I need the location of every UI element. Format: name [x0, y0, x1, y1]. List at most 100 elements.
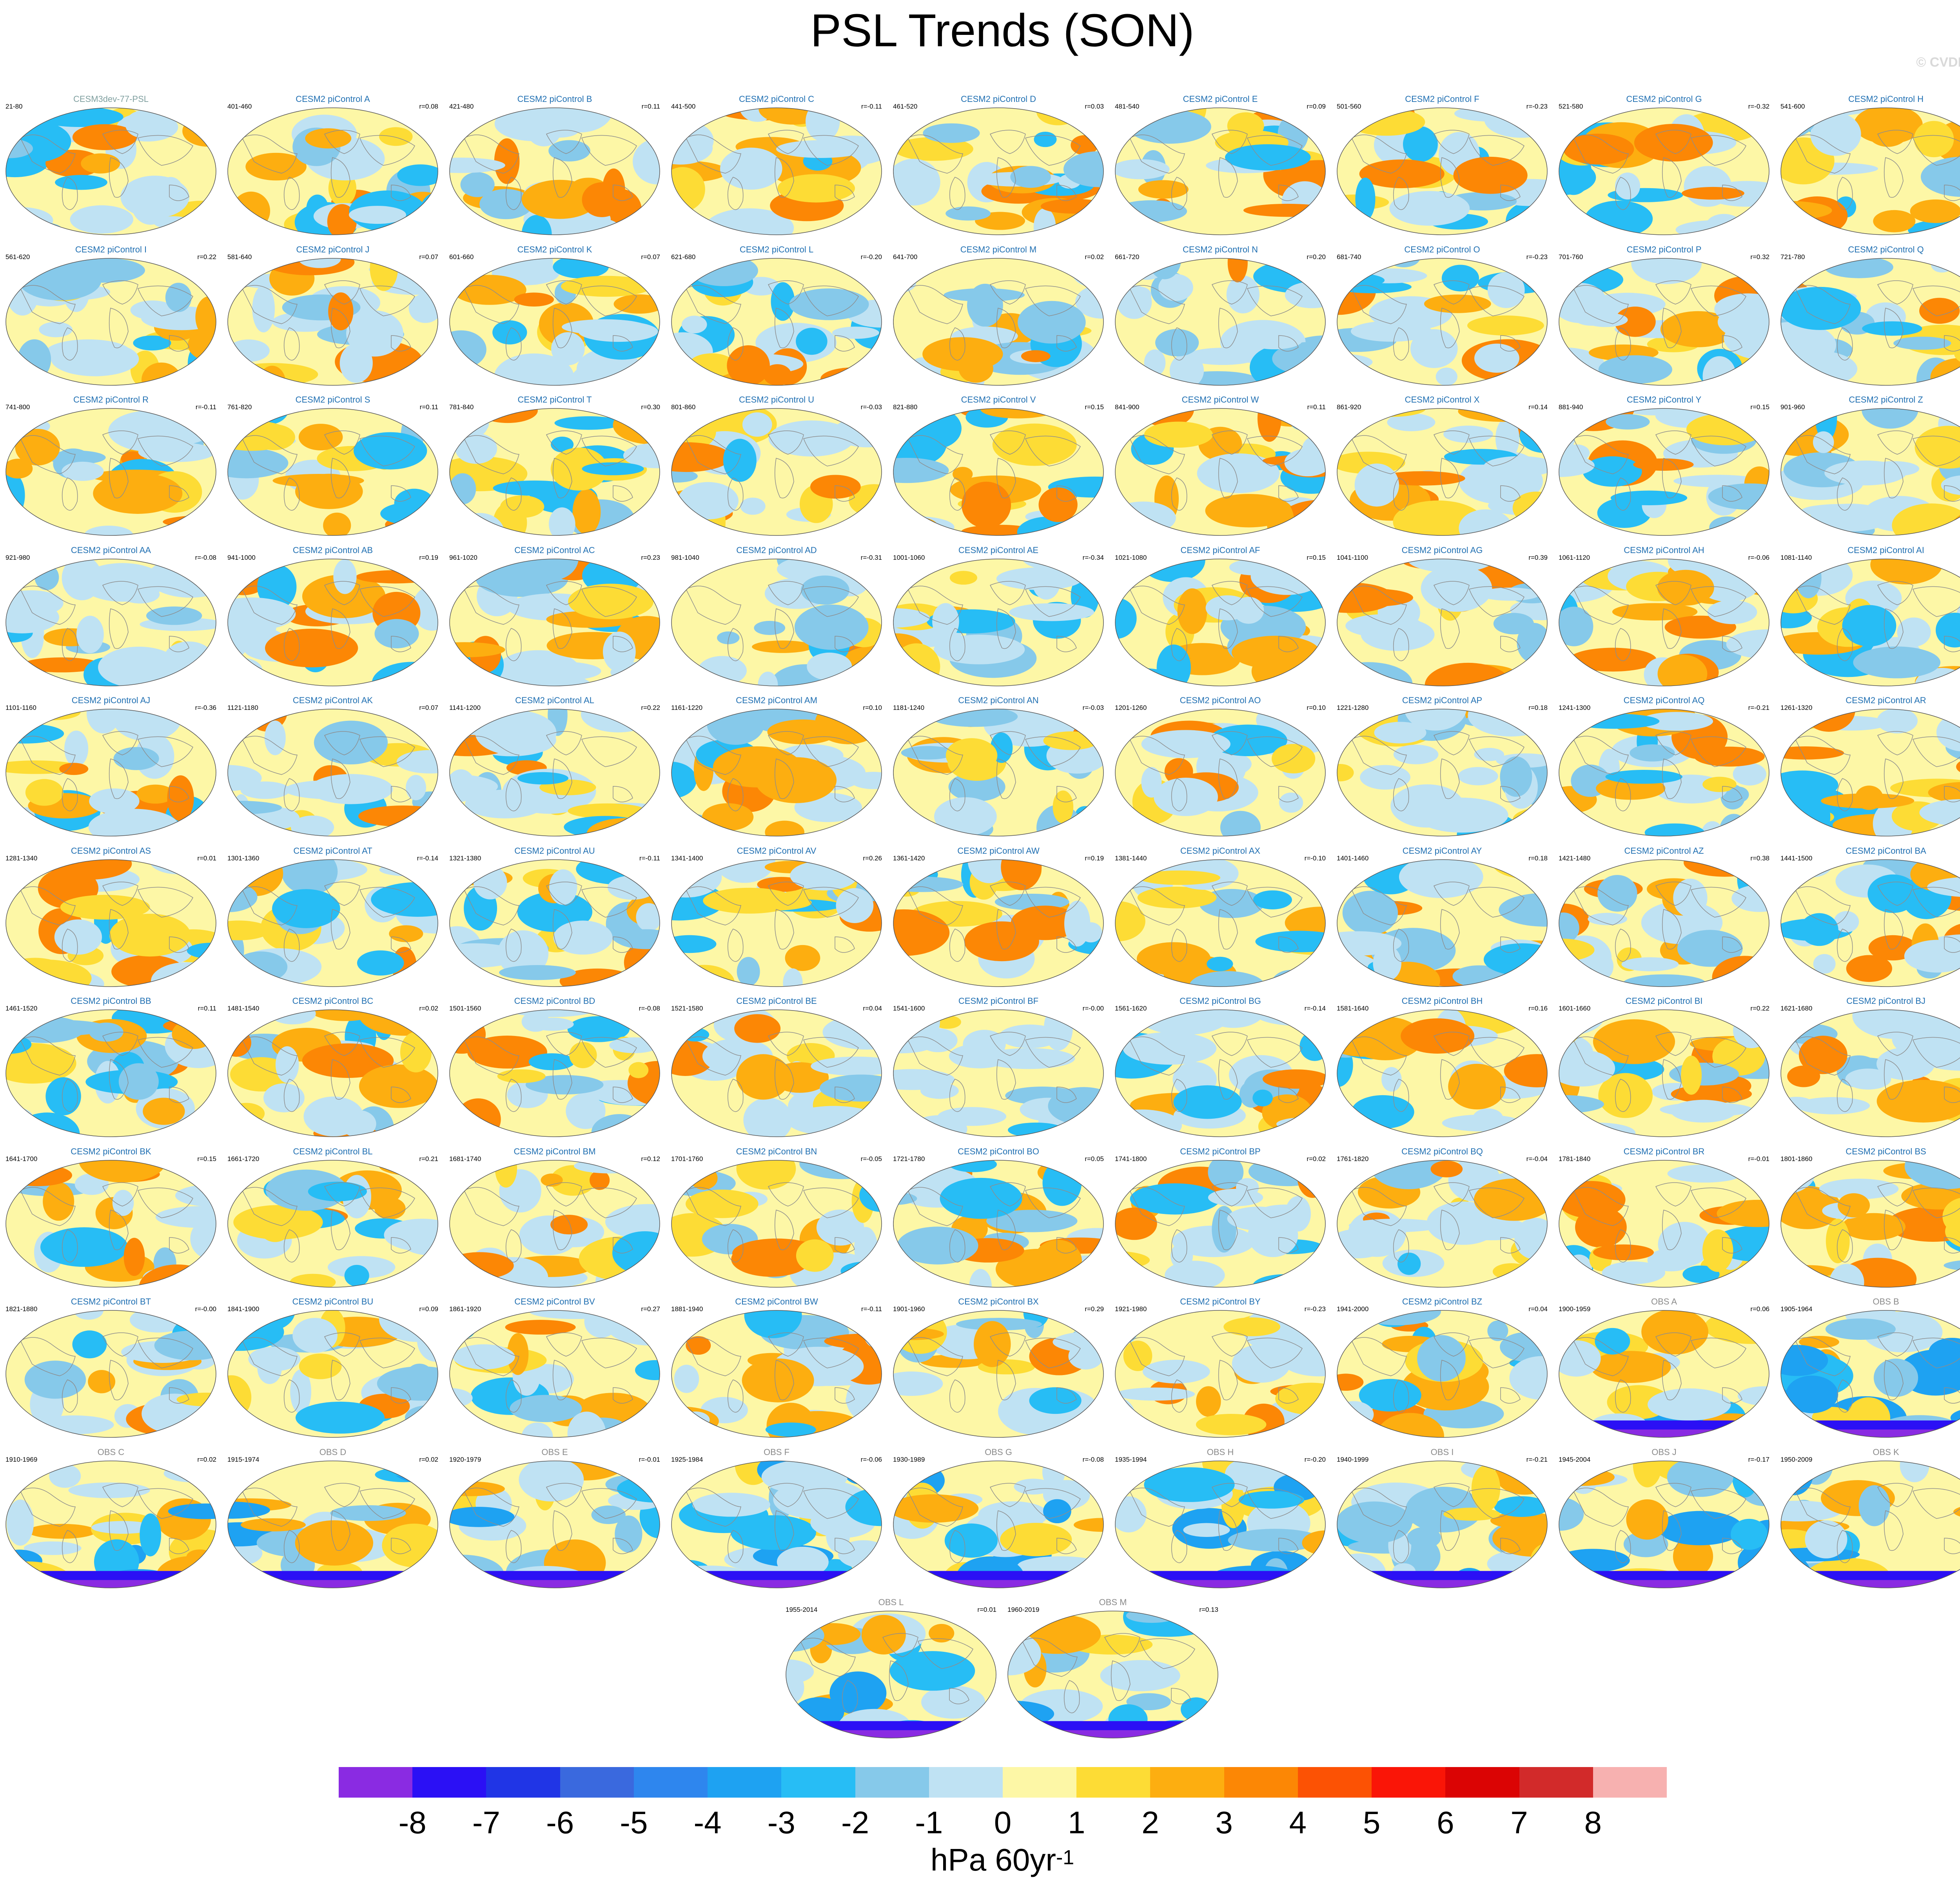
panel-title: CESM2 piControl AC — [514, 545, 595, 555]
panel-years: 621-680 — [671, 253, 696, 261]
trend-map — [1007, 1611, 1218, 1738]
panel-years: 1861-1920 — [449, 1305, 481, 1313]
panel-years: 521-580 — [1559, 103, 1583, 110]
trend-map — [1559, 1159, 1769, 1288]
panel-correlation: r=0.10 — [863, 704, 882, 711]
trend-map — [671, 107, 882, 235]
panel-correlation: r=0.01 — [197, 854, 216, 862]
panel-years: 1940-1999 — [1337, 1455, 1369, 1463]
panel-correlation: r=-0.11 — [861, 1305, 882, 1313]
panel-correlation: r=-0.23 — [1526, 253, 1548, 261]
trend-map — [1780, 1009, 1960, 1137]
panel-years: 721-780 — [1780, 253, 1805, 261]
panel-title: CESM2 piControl BC — [292, 996, 374, 1006]
map-panel: 1861-1920 CESM2 piControl BV r=0.27 — [444, 1291, 666, 1442]
trend-map — [5, 1009, 216, 1137]
map-panel: 481-540 CESM2 piControl E r=0.09 — [1109, 89, 1331, 239]
trend-map — [227, 859, 438, 987]
panel-years: 1910-1969 — [5, 1455, 38, 1463]
trend-map — [1780, 1159, 1960, 1288]
map-panel: 1221-1280 CESM2 piControl AP r=0.18 — [1331, 690, 1553, 841]
panel-years: 1905-1964 — [1780, 1305, 1813, 1313]
map-panel: 561-620 CESM2 piControl I r=0.22 — [0, 239, 222, 390]
trend-map — [1780, 709, 1960, 836]
panel-title: CESM2 piControl AJ — [71, 695, 151, 705]
trend-map — [1559, 258, 1769, 386]
panel-years: 1741-1800 — [1115, 1155, 1147, 1163]
panel-years: 981-1040 — [671, 553, 699, 561]
panel-years: 761-820 — [227, 403, 252, 411]
panel-title: CESM2 piControl AW — [957, 845, 1040, 856]
panel-title: CESM2 piControl AU — [514, 845, 595, 856]
panel-correlation: r=-0.23 — [1304, 1305, 1326, 1313]
panel-title: CESM2 piControl BR — [1623, 1146, 1705, 1156]
colorbar-swatch — [1224, 1767, 1298, 1798]
panel-years: 1001-1060 — [893, 553, 925, 561]
map-panel: 841-900 CESM2 piControl W r=0.11 — [1109, 389, 1331, 540]
trend-map — [671, 1460, 882, 1588]
panel-years: 1101-1160 — [5, 704, 36, 711]
panel-title: CESM2 piControl AH — [1624, 545, 1704, 555]
panel-title: CESM2 piControl AO — [1180, 695, 1261, 705]
trend-map — [893, 1310, 1104, 1438]
panel-years: 401-460 — [227, 103, 252, 110]
trend-map — [1780, 558, 1960, 686]
map-panel: 1821-1880 CESM2 piControl BT r=-0.00 — [0, 1291, 222, 1442]
map-panel: 1281-1340 CESM2 piControl AS r=0.01 — [0, 840, 222, 991]
panel-correlation: r=0.22 — [1750, 1005, 1769, 1012]
trend-map — [1559, 1310, 1769, 1438]
panel-title: CESM2 piControl BS — [1846, 1146, 1926, 1156]
trend-map — [1559, 558, 1769, 686]
trend-map — [1559, 709, 1769, 836]
colorbar-swatch — [633, 1767, 708, 1798]
panel-title: CESM2 piControl AM — [736, 695, 817, 705]
map-panel: 861-920 CESM2 piControl X r=0.14 — [1331, 389, 1553, 540]
panel-years: 1181-1240 — [893, 704, 925, 711]
trend-map — [227, 408, 438, 536]
panel-title: CESM2 piControl BD — [514, 996, 595, 1006]
trend-map — [893, 1159, 1104, 1288]
panel-years: 1481-1540 — [227, 1005, 260, 1012]
trend-map — [1337, 1159, 1548, 1288]
trend-map — [5, 408, 216, 536]
map-panel: 1541-1600 CESM2 piControl BF r=-0.00 — [887, 991, 1109, 1141]
trend-map — [1337, 408, 1548, 536]
panel-years: 501-560 — [1337, 103, 1361, 110]
colorbar-swatch — [560, 1767, 634, 1798]
panel-years: 821-880 — [893, 403, 918, 411]
map-panel: 1940-1999 OBS I r=-0.21 — [1331, 1442, 1553, 1593]
panel-title: CESM2 piControl AZ — [1624, 845, 1704, 856]
trend-map — [1115, 859, 1326, 987]
trend-map — [449, 1310, 660, 1438]
trend-map — [786, 1611, 996, 1738]
panel-years: 681-740 — [1337, 253, 1361, 261]
trend-map — [449, 1460, 660, 1588]
map-panel: 1241-1300 CESM2 piControl AQ r=-0.21 — [1553, 690, 1775, 841]
panel-title: CESM2 piControl AN — [958, 695, 1039, 705]
map-panel: 1341-1400 CESM2 piControl AV r=0.26 — [666, 840, 887, 991]
trend-map — [893, 859, 1104, 987]
panel-title: CESM2 piControl AG — [1401, 545, 1483, 555]
trend-map — [671, 1009, 882, 1137]
panel-title: CESM2 piControl M — [960, 244, 1037, 254]
trend-map — [1559, 859, 1769, 987]
trend-map — [893, 107, 1104, 235]
trend-map — [449, 107, 660, 235]
map-panel: 501-560 CESM2 piControl F r=-0.23 — [1331, 89, 1553, 239]
map-panel: 1601-1660 CESM2 piControl BI r=0.22 — [1553, 991, 1775, 1141]
panel-years: 1241-1300 — [1559, 704, 1591, 711]
panel-title: OBS L — [878, 1597, 904, 1607]
panel-correlation: r=0.21 — [419, 1155, 438, 1163]
trend-map — [227, 1009, 438, 1137]
map-panel: 1141-1200 CESM2 piControl AL r=0.22 — [444, 690, 666, 841]
panel-correlation: r=-0.06 — [860, 1455, 882, 1463]
panel-years: 1701-1760 — [671, 1155, 703, 1163]
panel-correlation: r=-0.14 — [417, 854, 438, 862]
trend-map — [449, 258, 660, 386]
map-panel: 1401-1460 CESM2 piControl AY r=0.18 — [1331, 840, 1553, 991]
map-panel: 1561-1620 CESM2 piControl BG r=-0.14 — [1109, 991, 1331, 1141]
map-panel: 701-760 CESM2 piControl P r=0.32 — [1553, 239, 1775, 390]
panel-years: 641-700 — [893, 253, 918, 261]
